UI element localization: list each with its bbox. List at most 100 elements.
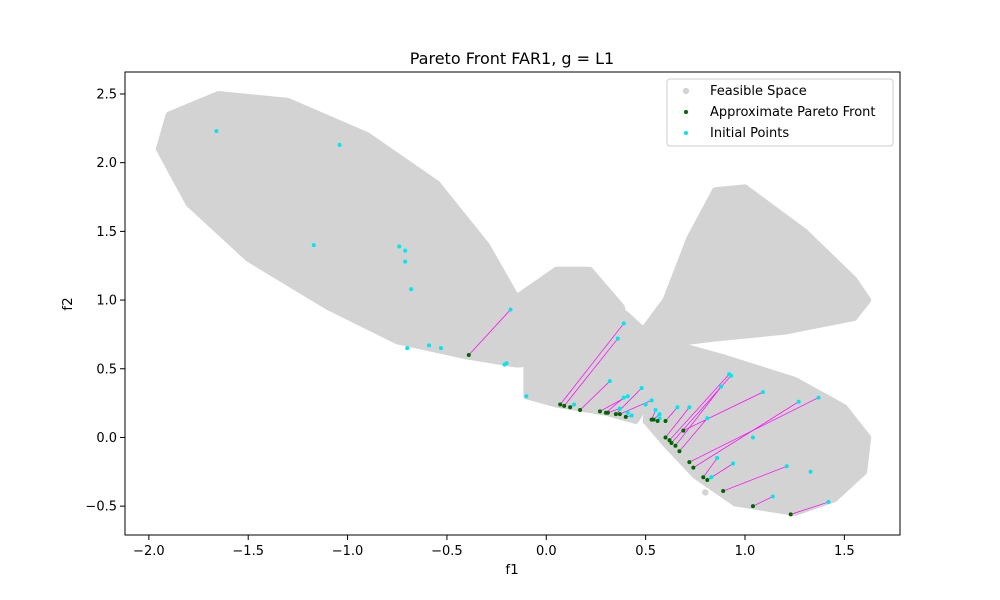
pareto-point — [663, 435, 668, 440]
pareto-point — [687, 460, 692, 465]
feasible-point — [801, 296, 808, 304]
feasible-point — [582, 303, 590, 311]
initial-point — [427, 343, 432, 348]
connector-line — [559, 323, 625, 405]
feasible-region-lower-right-lobe — [642, 335, 872, 516]
connector-line — [665, 407, 690, 438]
connector-line — [665, 406, 678, 422]
initial-point — [403, 248, 408, 253]
pareto-point — [721, 489, 726, 494]
initial-point — [816, 395, 821, 400]
feasible-point — [602, 358, 610, 366]
feasible-region-upper-right-lobe — [626, 184, 872, 352]
initial-point — [625, 394, 630, 399]
y-tick-label: 1.0 — [96, 294, 117, 309]
y-tick-label: 2.0 — [96, 156, 117, 171]
connector-line — [675, 386, 722, 446]
legend-marker-pareto — [684, 110, 688, 114]
legend: Feasible Space Approximate Pareto Front … — [666, 78, 894, 147]
x-tick-label: −1.5 — [232, 544, 264, 559]
x-tick-label: −2.0 — [133, 544, 165, 559]
pareto-point — [677, 449, 682, 454]
y-tick-label: 0.5 — [96, 362, 117, 377]
initial-point — [409, 287, 414, 292]
initial-point — [629, 413, 634, 418]
pareto-point — [655, 418, 660, 423]
pareto-point — [669, 440, 674, 445]
initial-point — [524, 394, 529, 399]
pareto-front-points — [466, 353, 793, 517]
pareto-point — [568, 405, 573, 410]
connector-lines — [468, 309, 829, 515]
initial-point — [625, 410, 630, 415]
pareto-point — [681, 428, 686, 433]
feasible-point — [235, 138, 242, 146]
initial-point — [621, 321, 626, 326]
connector-line — [790, 501, 829, 515]
pareto-point — [466, 353, 471, 358]
pareto-point — [667, 438, 672, 443]
connector-line — [702, 457, 718, 478]
feasible-point — [324, 173, 331, 180]
pareto-point — [617, 412, 622, 417]
connector-line — [683, 391, 764, 431]
pareto-point — [673, 443, 678, 448]
feasible-point — [721, 255, 729, 263]
initial-point — [731, 461, 736, 466]
initial-point — [617, 406, 622, 411]
connector-line — [723, 465, 787, 492]
legend-label-feasible: Feasible Space — [710, 84, 807, 99]
initial-points — [214, 129, 831, 505]
initial-point — [649, 398, 654, 403]
connector-line — [679, 417, 708, 452]
initial-point — [607, 379, 612, 384]
x-tick-label: 0.5 — [635, 544, 656, 559]
initial-point — [770, 494, 775, 499]
initial-point — [826, 500, 831, 505]
initial-point — [657, 412, 662, 417]
initial-point — [643, 402, 648, 407]
initial-point — [760, 390, 765, 395]
feasible-point — [741, 406, 749, 414]
initial-point — [397, 244, 402, 249]
initial-point — [438, 346, 443, 351]
feasible-point — [821, 461, 828, 469]
initial-point — [796, 399, 801, 404]
pareto-point — [705, 478, 710, 483]
connector-line — [693, 401, 799, 468]
feasible-space-region — [155, 91, 872, 516]
pareto-point — [613, 412, 618, 417]
initial-point — [508, 307, 513, 312]
initial-point — [709, 475, 714, 480]
feasible-point — [374, 200, 381, 208]
x-axis-label: f1 — [505, 562, 518, 578]
initial-point — [657, 416, 662, 421]
pareto-point — [578, 407, 583, 412]
initial-point — [504, 361, 509, 366]
y-tick-label: 2.5 — [96, 87, 117, 102]
initial-point — [675, 405, 680, 410]
connector-line — [605, 397, 625, 413]
pareto-point — [597, 409, 602, 414]
legend-label-initial: Initial Points — [710, 126, 789, 141]
y-axis-label: f2 — [60, 297, 76, 310]
connector-line — [579, 380, 611, 411]
x-tick-label: 0.0 — [536, 544, 557, 559]
feasible-point — [284, 125, 292, 132]
initial-point — [214, 129, 219, 134]
initial-point — [715, 456, 720, 461]
y-axis-ticks: −0.5 0.0 0.5 1.0 1.5 2.0 2.5 — [85, 87, 125, 515]
pareto-point — [558, 402, 563, 407]
feasible-point — [175, 131, 182, 139]
initial-point — [750, 435, 755, 440]
pareto-point — [701, 475, 706, 480]
initial-point — [337, 142, 342, 147]
pareto-point — [663, 418, 668, 423]
y-tick-label: 0.0 — [96, 431, 117, 446]
chart-title: Pareto Front FAR1, g = L1 — [410, 49, 614, 68]
initial-point — [621, 395, 626, 400]
initial-point — [719, 384, 724, 389]
connector-line — [669, 374, 730, 441]
initial-point — [808, 469, 813, 474]
y-tick-label: 1.5 — [96, 225, 117, 240]
